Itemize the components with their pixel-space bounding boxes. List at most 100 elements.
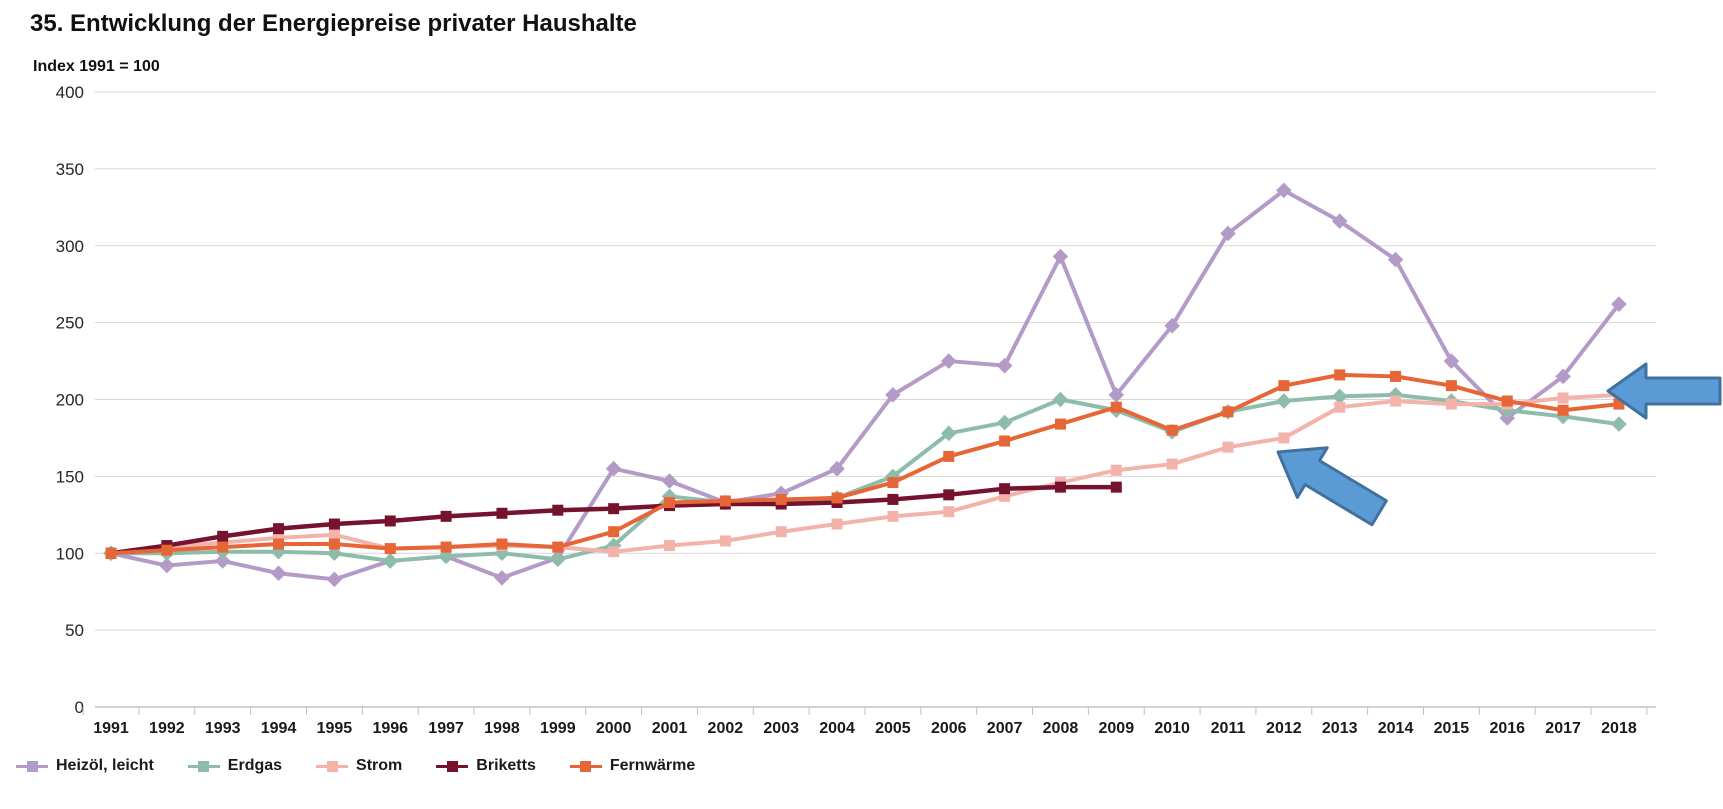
x-axis-year-label: 2014 [1378,720,1414,737]
series-marker [775,526,787,538]
series-marker [440,510,452,522]
series-marker [326,571,343,588]
x-axis-year-label: 2006 [931,720,967,737]
legend-label: Strom [356,757,403,774]
series-marker [105,547,117,559]
series-marker [943,450,955,462]
series-marker [496,507,508,519]
y-axis-tick-label: 150 [56,467,84,486]
series-marker [1611,416,1627,432]
series-marker [273,532,285,544]
series-marker [1164,317,1180,334]
series-marker [1443,353,1460,369]
x-axis-year-label: 1993 [205,720,241,737]
legend-marker-icon [16,760,48,772]
y-axis-tick-label: 100 [56,544,84,563]
series-marker [1445,380,1457,392]
series-marker [384,515,396,527]
x-axis-year-label: 2013 [1322,720,1358,737]
series-marker [328,529,340,541]
series-marker [1054,481,1066,493]
series-marker [1110,464,1122,476]
series-marker [440,541,452,553]
legend-label: Heizöl, leicht [56,757,154,774]
series-line-fernwrme [110,372,1620,556]
series-marker [608,546,620,558]
y-axis-tick-label: 350 [56,160,84,179]
series-marker [608,526,620,538]
x-axis-year-label: 2009 [1099,720,1135,737]
x-axis-year-label: 2011 [1211,720,1246,737]
series-marker [217,541,229,553]
series-marker [1166,424,1178,436]
series-marker [552,541,564,553]
legend-marker-icon [187,760,220,772]
series-marker [328,538,340,550]
series-marker [996,357,1013,374]
series-marker [996,414,1013,431]
series-marker [1220,225,1236,242]
series-marker [1555,368,1571,385]
y-axis-tick-label: 400 [56,83,84,102]
series-marker [1501,395,1513,407]
series-marker [1334,369,1346,381]
series-marker [328,518,340,530]
series-marker [1278,432,1290,444]
series-marker [664,497,675,509]
series-line-erdgas [111,392,1620,563]
series-marker [1166,458,1178,470]
series-marker [1276,393,1292,409]
series-marker [887,477,899,489]
series-marker [1278,380,1290,392]
series-marker [1390,370,1402,382]
x-axis-year-label: 1999 [540,720,576,737]
arrow-at-strom-2012-icon [1276,446,1388,527]
x-axis-year-label: 2016 [1489,720,1525,737]
x-axis-year-label: 2008 [1043,720,1079,737]
legend-label: Erdgas [227,757,283,774]
series-marker [1110,401,1122,413]
x-axis-year-label: 2004 [819,720,855,737]
legend-label: Fernwärme [609,757,696,774]
x-axis-year-label: 2017 [1545,720,1581,737]
series-marker [273,538,285,550]
series-marker [550,551,566,568]
series-marker [496,538,508,550]
series-marker [661,473,678,489]
series-marker [1331,388,1348,405]
series-marker [775,493,787,505]
series-marker [161,544,173,556]
series-marker [1108,387,1125,403]
series-marker [1276,182,1292,199]
series-marker [719,535,731,547]
series-marker [831,518,843,530]
legend-item-heizlleicht: Heizöl, leicht [16,757,154,775]
x-axis-year-label: 1995 [317,720,353,737]
x-axis-year-label: 2001 [652,720,688,737]
arrow-at-2018-endpoints-icon [1606,362,1722,420]
x-axis-year-label: 1992 [149,720,185,737]
x-axis-year-label: 1994 [261,720,297,737]
x-axis-year-label: 2012 [1266,720,1302,737]
series-marker [384,543,396,555]
series-marker [1331,213,1348,229]
series-marker [1222,441,1234,453]
x-axis-year-label: 2007 [987,720,1023,737]
legend-item-briketts: Briketts [436,757,536,775]
series-marker [664,540,675,552]
legend-item-strom: Strom [316,757,402,775]
x-axis-year-label: 2005 [875,720,911,737]
y-axis-tick-label: 50 [65,621,84,640]
legend-marker-icon [569,760,602,772]
series-marker [943,506,955,518]
series-marker [1110,481,1122,493]
series-marker [999,435,1011,447]
x-axis-year-label: 2000 [596,720,632,737]
legend-marker-icon [316,760,349,772]
series-marker [1390,395,1402,407]
series-marker [1334,401,1346,413]
series-marker [494,570,510,586]
series-marker [1222,406,1234,418]
